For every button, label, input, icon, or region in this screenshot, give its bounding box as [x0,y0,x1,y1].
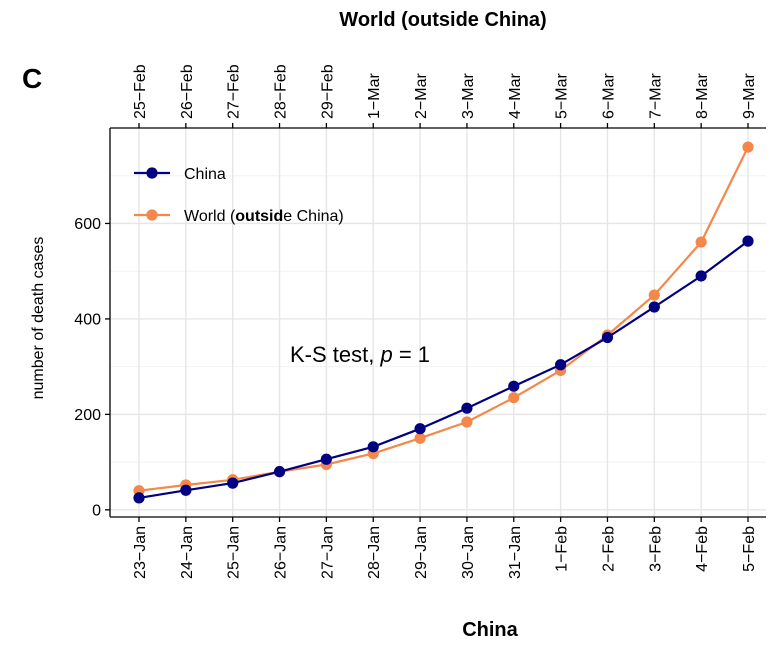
x-tick-label: 26−Jan [273,526,290,579]
series-line [138,146,749,492]
legend-label-part: outsid [235,208,283,225]
data-point [414,423,426,435]
x-tick-label: 24−Jan [179,526,196,579]
data-point [227,477,239,489]
data-point [461,402,473,414]
top-x-tick-label: 26−Feb [179,64,196,119]
legend-label: China [184,166,226,183]
top-x-tick-label: 3−Mar [460,73,477,119]
grid [110,128,766,517]
top-x-tick-label: 9−Mar [741,73,758,119]
data-point [648,301,660,313]
data-point [555,359,567,371]
x-tick-label: 30−Jan [460,526,477,579]
data-point [648,289,660,301]
data-point [742,235,754,247]
data-point [742,141,754,153]
top-x-tick-label: 25−Feb [132,64,149,119]
data-point [320,453,332,465]
top-x-tick-label: 29−Feb [319,64,336,119]
x-tick-label: 25−Jan [226,526,243,579]
annotation-italic: p [379,342,392,367]
top-x-tick-label: 1−Mar [366,73,383,119]
legend-label: World (outside China) [184,208,344,225]
data-point [133,492,145,504]
y-tick-label: 0 [92,502,101,519]
data-point [601,331,614,344]
y-tick-label: 200 [74,407,101,424]
x-tick-label: 3−Feb [647,526,664,572]
x-tick-label: 5−Feb [741,526,758,572]
ks-test-annotation: K-S test, p = 1 [290,342,430,367]
data-point [414,432,426,444]
top-x-tick-label: 28−Feb [273,64,290,119]
top-x-tick-label: 27−Feb [226,64,243,119]
data-point [273,466,286,478]
annotation-prefix: K-S test, [290,342,380,367]
y-tick-label: 600 [74,216,101,233]
x-tick-label: 1−Feb [554,526,571,572]
legend-marker [146,167,158,179]
top-x-tick-label: 5−Mar [554,73,571,119]
axes: 0 200 400 600 23−Jan 24−Jan 25−Jan 26−Jan 27−Jan… [74,64,766,579]
x-tick-label: 28−Jan [366,526,383,579]
data-point [508,380,520,392]
chart-title: World (outside China) [339,9,546,31]
series-group [133,141,754,504]
data-point [695,236,707,248]
x-axis-label: China [462,619,518,641]
data-point [367,441,379,453]
top-x-tick-label: 6−Mar [600,73,617,119]
top-x-tick-label: 2−Mar [413,73,430,119]
data-point [508,392,520,404]
data-point [695,270,707,282]
legend-label-part: World ( [184,208,236,225]
x-tick-label: 4−Feb [694,526,711,572]
legend-marker [146,209,158,221]
y-tick-label: 400 [74,311,101,328]
x-tick-label: 29−Jan [413,526,430,579]
x-tick-label: 23−Jan [132,526,149,579]
annotation-suffix: = 1 [393,342,430,367]
top-x-tick-label: 8−Mar [694,73,711,119]
data-point [461,416,473,428]
x-tick-label: 31−Jan [507,526,524,579]
legend-label-part: e China) [283,208,343,225]
top-x-tick-label: 4−Mar [507,73,524,119]
data-point [180,484,192,496]
top-x-tick-label: 7−Mar [647,73,664,119]
x-tick-label: 27−Jan [319,526,336,579]
x-tick-label: 2−Feb [600,526,617,572]
panel-label: C [22,63,42,94]
series-line [138,240,749,499]
y-axis-label: number of death cases [30,237,47,400]
legend: China World (outside China) [134,166,344,225]
